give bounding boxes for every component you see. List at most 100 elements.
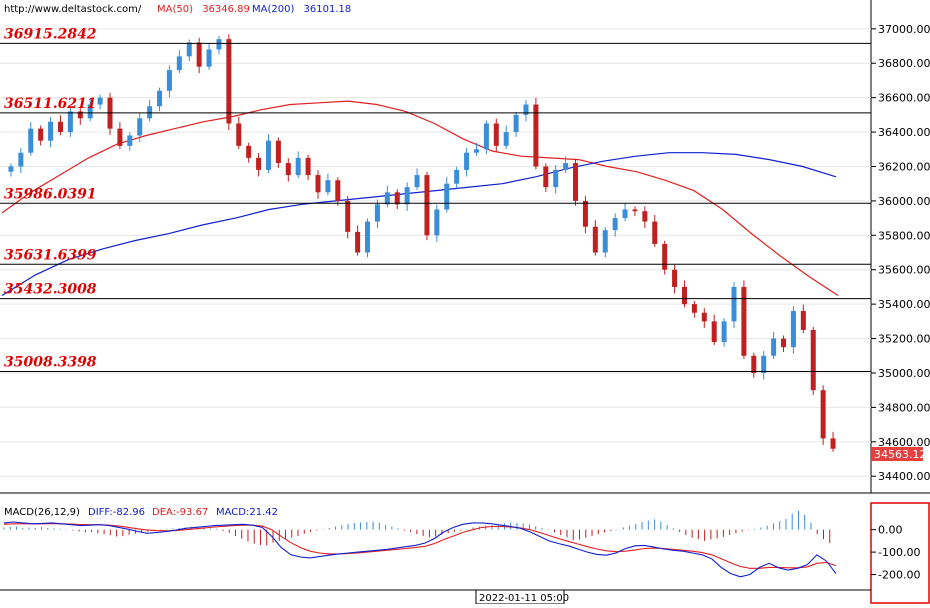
candle-body — [295, 157, 301, 176]
price-tick-label: 34600.00 — [878, 436, 930, 449]
macd-diff: DIFF:-82.96 — [88, 507, 145, 518]
level-label: 35432.3008 — [4, 282, 97, 298]
ma50-value: 36346.89 — [202, 4, 250, 15]
candle-body — [632, 209, 638, 212]
candle-body — [573, 163, 579, 201]
candle-body — [38, 128, 44, 141]
candle-body — [444, 183, 450, 210]
candle-body — [711, 321, 717, 343]
candle-body — [741, 286, 747, 356]
candle-body — [196, 42, 202, 67]
candle-body — [642, 211, 648, 222]
candle-body — [721, 321, 727, 343]
last-price-tag-text: 34563.12 — [874, 448, 927, 461]
candle-body — [662, 243, 668, 270]
level-label: 36915.2842 — [4, 26, 97, 42]
candle-body — [315, 175, 321, 193]
candle-body — [622, 209, 628, 219]
price-tick-label: 37000.00 — [878, 23, 930, 36]
price-tick-label: 34400.00 — [878, 470, 930, 483]
svg-text:MACD(26,12,9): MACD(26,12,9) — [4, 507, 80, 518]
candle-body — [265, 140, 271, 170]
candle-body — [563, 163, 569, 170]
candle-body — [127, 135, 133, 146]
candle-body — [355, 231, 361, 253]
diff-line — [3, 521, 837, 578]
candle-body — [186, 42, 192, 57]
candle-body — [582, 200, 588, 227]
source-url: http://www.deltastock.com/ — [4, 4, 142, 15]
price-tick-label: 36400.00 — [878, 126, 930, 139]
candle-body — [374, 204, 380, 222]
candle-body — [57, 121, 63, 133]
candle-body — [325, 180, 331, 193]
price-tick-label: 36200.00 — [878, 160, 930, 173]
candle-body — [414, 175, 420, 188]
price-tick-label: 35200.00 — [878, 333, 930, 346]
candle-body — [820, 390, 826, 439]
price-tick-label: 34800.00 — [878, 401, 930, 414]
candle-body — [751, 355, 757, 373]
svg-text:MACD:21.42: MACD:21.42 — [216, 507, 278, 518]
candle-body — [345, 200, 351, 232]
candle-body — [434, 209, 440, 236]
candle-body — [206, 49, 212, 67]
candle-body — [384, 192, 390, 205]
svg-text:DEA:-93.67: DEA:-93.67 — [152, 507, 208, 518]
candle-body — [464, 152, 470, 170]
candle-body — [781, 338, 787, 348]
candle-body — [166, 70, 172, 91]
candle-body — [473, 149, 479, 153]
svg-text:MA(50) 36346.89: MA(50) 36346.89 — [157, 4, 250, 15]
level-label: 35008.3398 — [4, 355, 97, 371]
candle-body — [48, 121, 54, 141]
last-price-tag — [871, 447, 923, 461]
macd-value: MACD:21.42 — [216, 507, 278, 518]
candle-body — [701, 312, 707, 322]
macd-tick-label: 0.00 — [878, 524, 903, 537]
time-label: 2022-01-11 05:00 — [479, 593, 569, 604]
candle-body — [672, 269, 678, 287]
candle-body — [394, 192, 400, 205]
candle-body — [810, 329, 816, 391]
candle-body — [97, 97, 103, 105]
svg-text:MA(200) 36101.18: MA(200) 36101.18 — [252, 4, 351, 15]
ma50-line — [1, 100, 839, 297]
ma200-line — [1, 152, 837, 297]
candle-body — [285, 163, 291, 176]
candle-body — [830, 438, 836, 449]
candle-body — [612, 218, 618, 231]
macd-dea: DEA:-93.67 — [152, 507, 208, 518]
price-tick-label: 36800.00 — [878, 57, 930, 70]
candle-body — [216, 39, 222, 50]
candle-body — [503, 132, 509, 146]
candle-body — [77, 111, 83, 119]
candle-body — [226, 39, 232, 124]
price-tick-label: 36600.00 — [878, 92, 930, 105]
price-tick-label: 35600.00 — [878, 264, 930, 277]
candle-body — [533, 104, 539, 167]
candle-body — [246, 145, 252, 158]
candle-body — [602, 230, 608, 253]
svg-text:DIFF:-82.96: DIFF:-82.96 — [88, 507, 145, 518]
candle-body — [305, 157, 311, 176]
svg-text:http://www.deltastock.com/: http://www.deltastock.com/ — [4, 4, 142, 15]
candle-body — [18, 152, 24, 167]
candle-body — [157, 90, 163, 107]
candle-body — [681, 286, 687, 305]
candle-body — [275, 140, 281, 164]
candle-body — [691, 304, 697, 313]
candle-body — [513, 114, 519, 133]
ma50-label: MA(50) — [157, 4, 193, 15]
price-tick-label: 35000.00 — [878, 367, 930, 380]
macd-label: MACD(26,12,9) — [4, 507, 80, 518]
level-label: 36511.6211 — [4, 96, 97, 112]
macd-axis-frame — [870, 502, 930, 604]
macd-tick-label: -200.00 — [878, 569, 920, 582]
candle-body — [454, 169, 460, 184]
candle-body — [28, 128, 34, 153]
candle-body — [493, 123, 499, 146]
dea-line — [3, 523, 837, 569]
